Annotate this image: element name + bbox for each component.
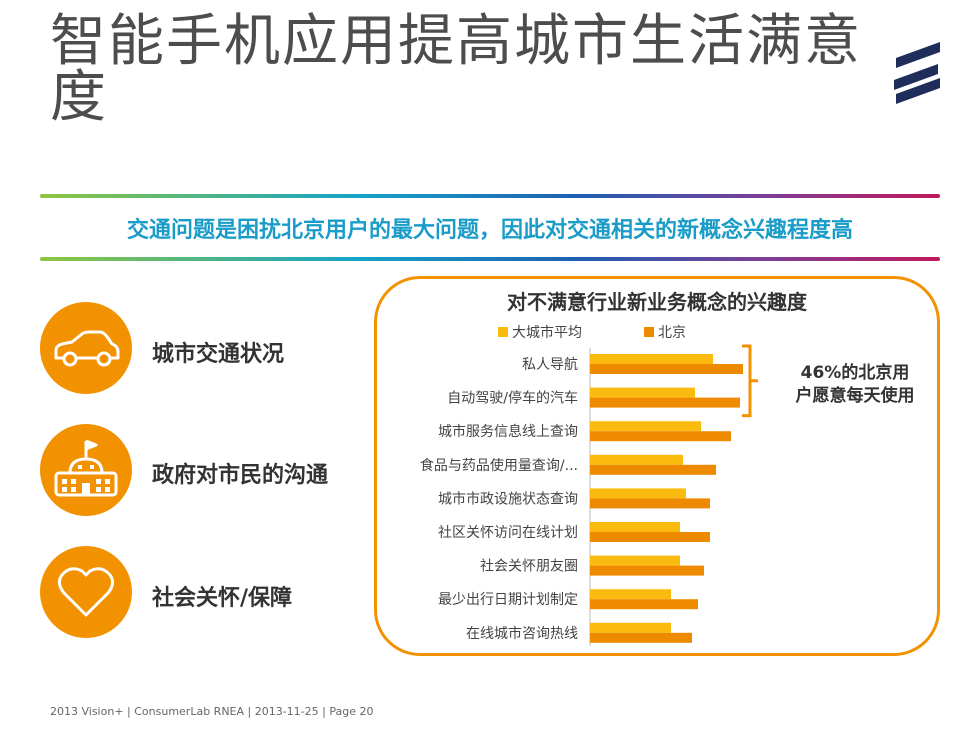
government-icon-circle [40, 424, 132, 516]
legend-item-beijing: 北京 [644, 322, 686, 342]
side-label-traffic: 城市交通状况 [152, 342, 285, 367]
bar-average [590, 387, 695, 398]
page-title: 智能手机应用提高城市生活满意度 [50, 9, 862, 130]
callout-line-2: 户愿意每天使用 [795, 386, 915, 406]
bar-beijing [590, 364, 743, 374]
ericsson-logo-icon [894, 42, 940, 104]
legend-swatch-beijing [644, 327, 654, 337]
bar-beijing [590, 532, 710, 542]
car-icon [54, 330, 120, 367]
bar-average [590, 589, 671, 600]
category-label: 社会关怀朋友圈 [480, 559, 578, 575]
bar-average [590, 522, 680, 532]
subtitle: 交通问题是困扰北京用户的最大问题，因此对交通相关的新概念兴趣程度高 [126, 218, 853, 243]
bar-beijing [590, 431, 731, 442]
bar-average [590, 354, 713, 364]
bar-average [590, 555, 680, 566]
bar-average [590, 421, 701, 432]
callout-line-1: 46%的北京用 [800, 363, 910, 383]
footer: 2013 Vision+ | ConsumerLab RNEA | 2013-1… [50, 705, 374, 718]
side-label-government: 政府对市民的沟通 [152, 463, 329, 488]
category-label: 社区关怀访问在线计划 [438, 525, 578, 541]
legend-swatch-average [498, 327, 508, 337]
gradient-rule-top [40, 194, 940, 198]
callout-text: 46%的北京用 户愿意每天使用 [780, 362, 930, 408]
category-label: 城市市政设施状态查询 [438, 490, 578, 507]
bar-beijing [590, 599, 698, 610]
government-building-icon [54, 439, 118, 497]
legend-item-average: 大城市平均 [498, 322, 582, 342]
chart-title: 对不满意行业新业务概念的兴趣度 [507, 290, 807, 314]
car-icon-circle [40, 302, 132, 394]
legend-label-average: 大城市平均 [512, 325, 582, 341]
heart-icon [57, 567, 115, 617]
bar-average [590, 454, 683, 465]
callout-bracket [742, 344, 758, 418]
bar-beijing [590, 632, 692, 643]
category-label: 最少出行日期计划制定 [438, 592, 578, 608]
category-label: 在线城市咨询热线 [466, 625, 578, 642]
category-label: 私人导航 [522, 357, 578, 373]
side-label-social-care: 社会关怀/保障 [152, 586, 293, 611]
bar-beijing [590, 498, 710, 509]
bar-beijing [590, 565, 704, 576]
category-label: 自动驾驶/停车的汽车 [447, 390, 578, 407]
legend-label-beijing: 北京 [658, 325, 686, 341]
bar-beijing [590, 397, 740, 408]
bar-average [590, 488, 686, 499]
gradient-rule-bottom [40, 257, 940, 261]
bar-average [590, 622, 671, 633]
category-label: 城市服务信息线上查询 [438, 423, 578, 440]
heart-icon-circle [40, 546, 132, 638]
bar-beijing [590, 464, 716, 475]
category-label: 食品与药品使用量查询/... [420, 457, 578, 474]
